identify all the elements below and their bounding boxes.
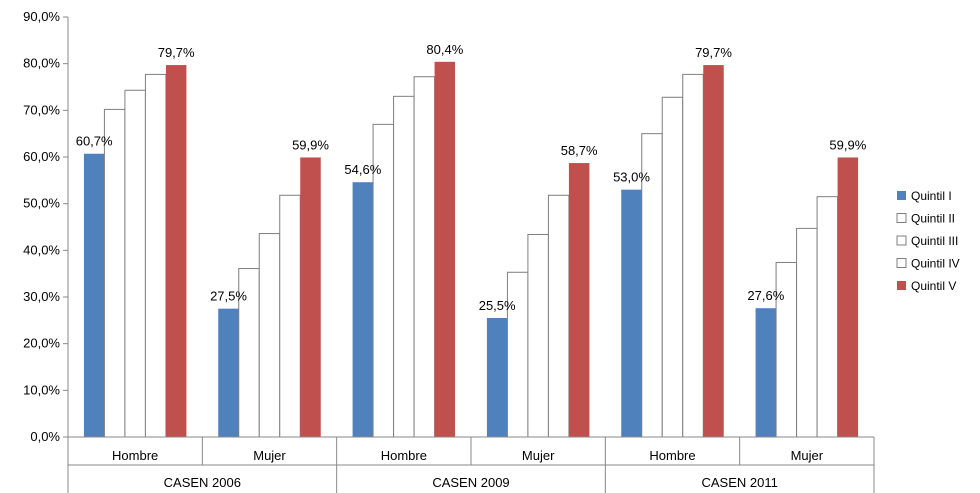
bar-quintil-v-5 xyxy=(837,157,859,437)
legend-swatch xyxy=(897,281,906,290)
y-tick-label: 10,0% xyxy=(23,382,60,397)
bars xyxy=(83,61,859,438)
bar-quintil-ii-3 xyxy=(506,271,529,438)
bar-quintil-iv-4 xyxy=(682,73,704,438)
y-tick-label: 0,0% xyxy=(30,429,60,444)
data-label: 59,9% xyxy=(292,137,329,152)
y-tick-label: 50,0% xyxy=(23,196,60,211)
data-label: 60,7% xyxy=(76,134,113,149)
bar-quintil-v-2 xyxy=(434,61,456,438)
data-label: 27,6% xyxy=(747,288,784,303)
legend-label: Quintil IV xyxy=(911,257,960,271)
x-group-label: CASEN 2006 xyxy=(164,475,241,490)
y-tick-label: 90,0% xyxy=(23,9,60,24)
data-label: 53,0% xyxy=(613,170,650,185)
x-group-label: CASEN 2009 xyxy=(432,475,509,490)
data-label: 79,7% xyxy=(158,45,195,60)
data-label: 58,7% xyxy=(561,143,598,158)
bar-quintil-ii-0 xyxy=(103,108,126,438)
bar-quintil-i-3 xyxy=(486,318,508,437)
x-category-label: Mujer xyxy=(253,448,286,463)
bar-quintil-i-4 xyxy=(621,189,642,437)
bar-quintil-i-5 xyxy=(755,308,777,437)
x-category-label: Mujer xyxy=(522,448,555,463)
bar-quintil-iv-0 xyxy=(144,73,167,438)
bar-quintil-i-2 xyxy=(352,182,374,437)
bar-quintil-v-1 xyxy=(300,157,321,437)
data-label: 79,7% xyxy=(695,45,732,60)
bar-quintil-iv-1 xyxy=(279,194,301,438)
legend-label: Quintil V xyxy=(911,279,956,293)
y-tick-label: 20,0% xyxy=(23,336,60,351)
legend: Quintil I Quintil II Quintil III Quintil IV… xyxy=(896,189,960,293)
y-tick-label: 70,0% xyxy=(23,102,60,117)
x-group-label: CASEN 2011 xyxy=(701,475,777,490)
data-label: 25,5% xyxy=(479,298,516,313)
axes: 0,0% 10,0% 20,0% 30,0% 40,0% 50,0% 60,0% 70,0% 8… xyxy=(23,9,69,444)
bar-quintil-v-3 xyxy=(568,163,590,438)
bar-quintil-iii-3 xyxy=(527,233,549,438)
bar-quintil-iii-1 xyxy=(258,233,281,438)
x-category-label: Hombre xyxy=(649,448,695,463)
bar-quintil-i-1 xyxy=(218,308,239,437)
legend-swatch xyxy=(896,258,907,268)
x-category-label: Hombre xyxy=(112,448,158,463)
bar-quintil-iii-2 xyxy=(393,95,415,438)
x-axis: Hombre Mujer Hombre Mujer Hombre Mujer CASEN 2… xyxy=(67,436,875,493)
legend-label: Quintil III xyxy=(911,234,958,248)
y-tick-label: 40,0% xyxy=(23,242,60,257)
y-tick-label: 30,0% xyxy=(23,289,60,304)
x-category-label: Mujer xyxy=(791,448,824,463)
bar-quintil-iv-2 xyxy=(413,76,436,438)
bar-quintil-i-0 xyxy=(83,153,105,437)
bar-quintil-iv-5 xyxy=(816,196,839,438)
data-labels: 60,7% 27,5% 54,6% 25,5% 53,0% 27,6% 79,7% 59,9%… xyxy=(76,42,867,313)
bar-quintil-iii-4 xyxy=(661,96,684,438)
legend-swatch xyxy=(896,213,907,223)
bar-quintil-iii-0 xyxy=(124,89,146,438)
legend-label: Quintil I xyxy=(911,189,952,203)
legend-swatch xyxy=(896,235,907,246)
bar-quintil-v-4 xyxy=(703,65,724,438)
data-label: 80,4% xyxy=(426,42,463,57)
data-label: 54,6% xyxy=(344,162,381,177)
bar-quintil-iv-3 xyxy=(547,194,570,438)
y-tick-label: 80,0% xyxy=(23,56,60,71)
legend-label: Quintil II xyxy=(911,212,955,226)
data-label: 59,9% xyxy=(829,137,866,152)
bar-quintil-iii-5 xyxy=(796,227,818,438)
data-label: 27,5% xyxy=(210,289,247,304)
y-tick-label: 60,0% xyxy=(23,149,60,164)
legend-swatch xyxy=(897,191,906,200)
x-category-label: Hombre xyxy=(381,448,427,463)
bar-quintil-v-0 xyxy=(165,65,187,438)
